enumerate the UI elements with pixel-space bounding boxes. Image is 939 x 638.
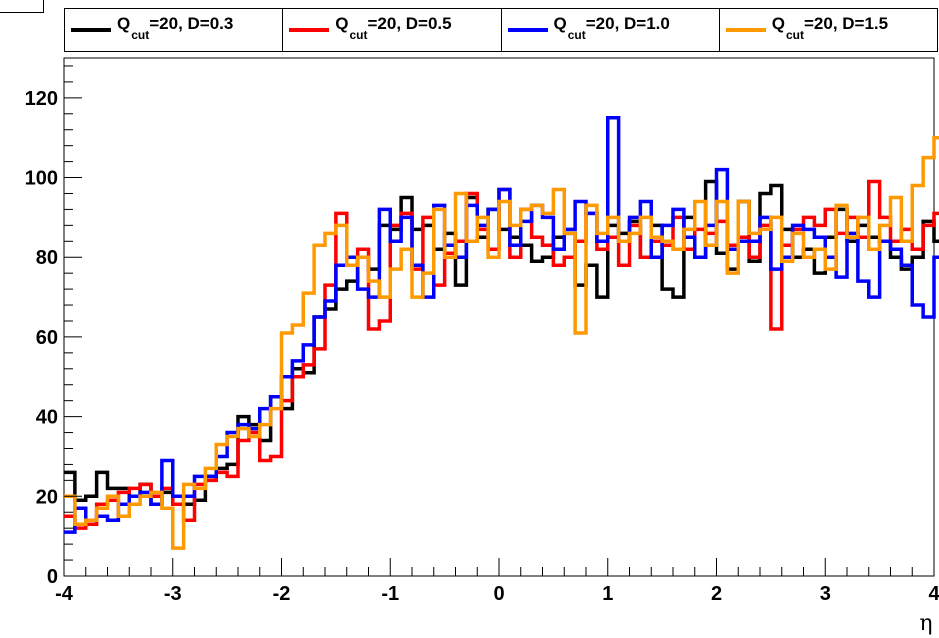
legend-q-d15: Q bbox=[771, 14, 785, 33]
legend-sub-d10: cut bbox=[567, 28, 586, 42]
x-tick-label: -3 bbox=[164, 583, 182, 605]
legend-label-d10: =20, D=1.0 bbox=[585, 14, 670, 33]
x-axis-title: η bbox=[919, 611, 932, 636]
legend-label-d05: =20, D=0.5 bbox=[367, 14, 452, 33]
legend-sub-d15: cut bbox=[785, 28, 804, 42]
x-tick-label: 1 bbox=[602, 583, 613, 605]
y-tick-label: 100 bbox=[25, 168, 58, 190]
y-tick-label: 0 bbox=[47, 566, 58, 588]
legend-label-d03: =20, D=0.3 bbox=[149, 14, 234, 33]
x-tick-label: -1 bbox=[381, 583, 399, 605]
y-tick-label: 80 bbox=[36, 247, 58, 269]
x-tick-label: 0 bbox=[493, 583, 504, 605]
legend-entry-d03: Qcut=20, D=0.3 bbox=[65, 9, 284, 51]
x-tick-label: -4 bbox=[55, 583, 74, 605]
legend-sub-d05: cut bbox=[349, 28, 368, 42]
x-tick-label: 3 bbox=[820, 583, 831, 605]
canvas-corner-box bbox=[0, 0, 44, 13]
legend-sub-d03: cut bbox=[131, 28, 150, 42]
legend-entry-d05: Qcut=20, D=0.5 bbox=[283, 9, 502, 51]
legend-q-d03: Q bbox=[117, 14, 131, 33]
x-tick-label: 2 bbox=[711, 583, 722, 605]
y-tick-label: 20 bbox=[36, 486, 58, 508]
legend-line-d05 bbox=[289, 28, 330, 32]
legend-line-d15 bbox=[725, 28, 766, 32]
series-line-0 bbox=[64, 179, 939, 507]
legend-q-d05: Q bbox=[335, 14, 349, 33]
legend: Qcut=20, D=0.3 Qcut=20, D=0.5 Qcut=20, D… bbox=[64, 8, 938, 52]
legend-entry-d15: Qcut=20, D=1.5 bbox=[720, 9, 937, 51]
series-line-2 bbox=[64, 116, 939, 534]
legend-q-d10: Q bbox=[553, 14, 567, 33]
y-tick-label: 40 bbox=[36, 407, 58, 429]
series-line-3 bbox=[64, 135, 939, 550]
legend-line-d10 bbox=[507, 28, 548, 32]
legend-line-d03 bbox=[71, 28, 111, 32]
y-tick-label: 60 bbox=[36, 327, 58, 349]
legend-entry-d10: Qcut=20, D=1.0 bbox=[502, 9, 720, 51]
y-tick-label: 120 bbox=[25, 88, 58, 110]
legend-label-d15: =20, D=1.5 bbox=[803, 14, 889, 33]
x-tick-label: -2 bbox=[273, 583, 291, 605]
x-tick-label: 4 bbox=[928, 583, 939, 605]
